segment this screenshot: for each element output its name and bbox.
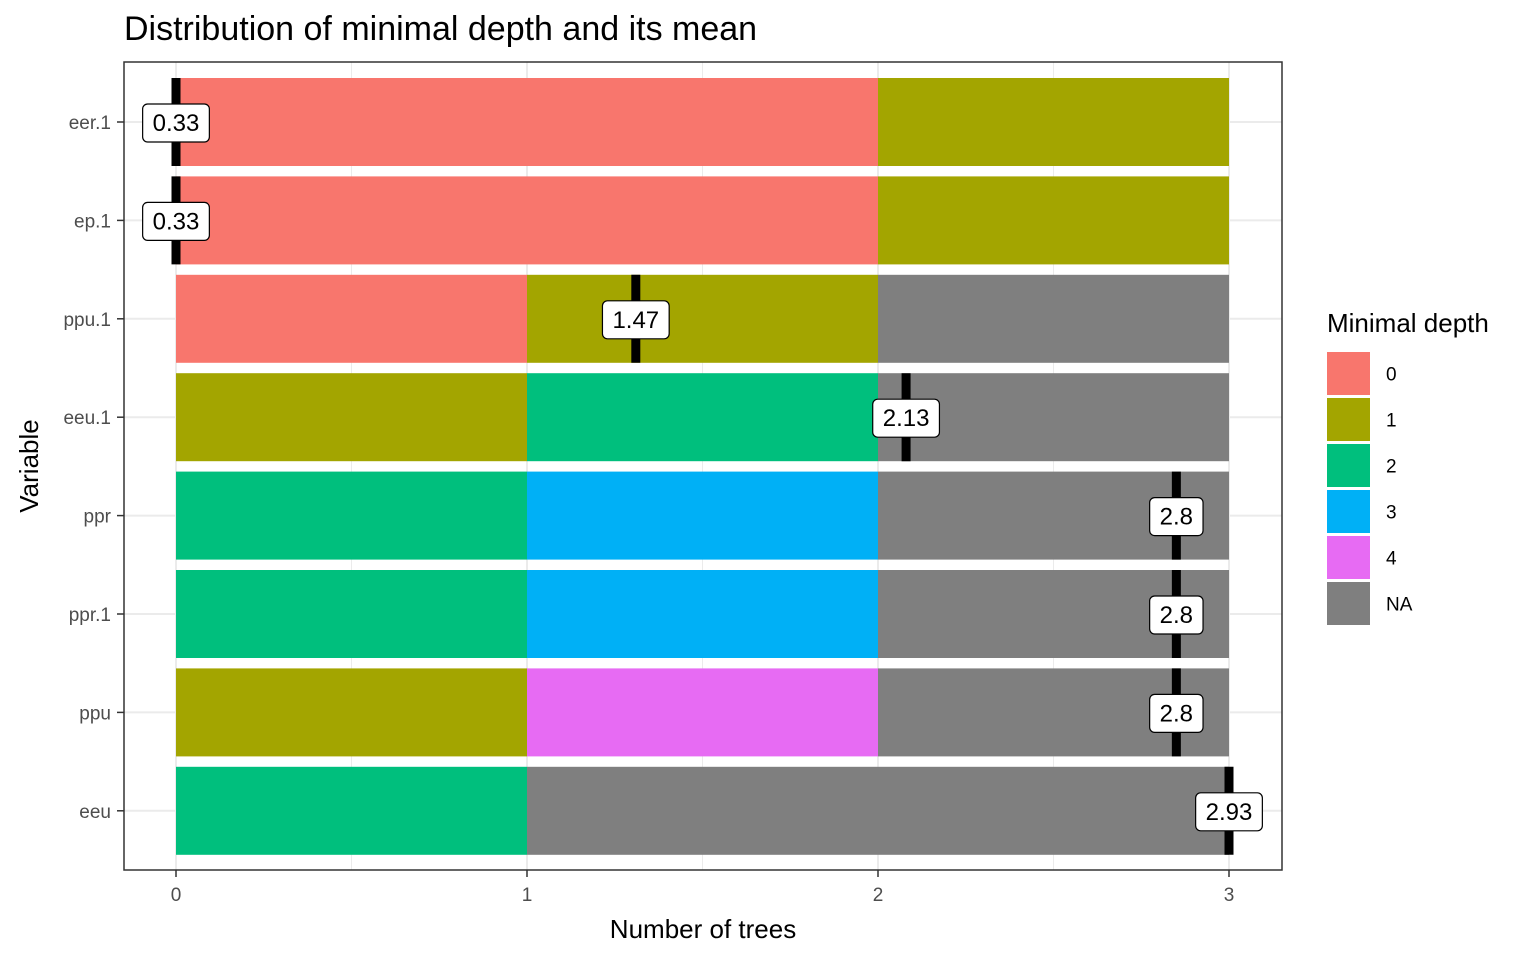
legend-key-1 bbox=[1327, 398, 1370, 441]
mean-label-ppr.1: 2.8 bbox=[1149, 595, 1204, 635]
mean-label-ppu.1: 1.47 bbox=[601, 300, 670, 340]
x-tick-label: 3 bbox=[1224, 885, 1235, 906]
mean-label-text: 2.8 bbox=[1160, 504, 1193, 531]
panel-border bbox=[123, 61, 1283, 871]
bar-ppr-depth-3 bbox=[527, 471, 878, 560]
legend-label-0: 0 bbox=[1386, 365, 1397, 386]
bar-ppu.1-depth-1 bbox=[527, 274, 878, 363]
bar-eer.1-depth-1 bbox=[878, 78, 1229, 166]
mean-label-text: 1.47 bbox=[612, 307, 659, 334]
mean-label-box bbox=[872, 398, 941, 438]
plot-panel: 0.33 0.33 1.47 2.13 2.8 2.8 2.8 2.93 bbox=[123, 61, 1283, 871]
legend: Minimal depth 0 1 2 3 4 NA bbox=[1327, 308, 1489, 625]
bar-ep.1-depth-1 bbox=[878, 176, 1229, 265]
x-tick-label: 2 bbox=[873, 885, 884, 906]
bar-eeu.1-depth-1 bbox=[176, 373, 527, 462]
mean-label-ppu: 2.8 bbox=[1149, 693, 1204, 734]
bar-ep.1-depth-0 bbox=[176, 176, 878, 265]
mean-label-text: 2.8 bbox=[1160, 700, 1193, 727]
bar-ppu.1-depth-0 bbox=[176, 274, 527, 363]
mean-label-text: 0.33 bbox=[153, 208, 200, 235]
y-tick-label: ppu.1 bbox=[63, 310, 111, 331]
y-tick-label: eeu bbox=[79, 802, 111, 823]
bar-ppr-depth-2 bbox=[176, 471, 527, 560]
legend-label-NA: NA bbox=[1386, 595, 1413, 616]
mean-label-text: 0.33 bbox=[153, 110, 200, 137]
mean-label-box bbox=[1149, 497, 1204, 537]
bar-ppu-depth-4 bbox=[527, 668, 878, 757]
legend-key-0 bbox=[1327, 352, 1370, 395]
legend-label-3: 3 bbox=[1386, 503, 1397, 524]
legend-label-4: 4 bbox=[1386, 549, 1397, 570]
chart-title: Distribution of minimal depth and its me… bbox=[124, 10, 757, 48]
bar-ppu.1-depth-NA bbox=[878, 274, 1229, 363]
y-tick-label: ppr.1 bbox=[69, 605, 111, 626]
legend-key-NA bbox=[1327, 582, 1370, 625]
legend-key-3 bbox=[1327, 490, 1370, 533]
mean-label-box bbox=[1195, 792, 1263, 832]
y-axis-title: Variable bbox=[14, 419, 44, 512]
bar-eeu.1-depth-2 bbox=[527, 373, 878, 462]
x-tick-label: 1 bbox=[522, 885, 533, 906]
mean-label-box bbox=[601, 300, 670, 340]
mean-label-box bbox=[142, 103, 210, 143]
bar-ppr.1-depth-3 bbox=[527, 570, 878, 658]
legend-title: Minimal depth bbox=[1327, 308, 1489, 338]
y-tick-label: eeu.1 bbox=[63, 408, 111, 429]
x-axis-title: Number of trees bbox=[610, 914, 796, 944]
mean-label-ppr: 2.8 bbox=[1149, 497, 1204, 537]
legend-label-1: 1 bbox=[1386, 411, 1397, 432]
y-tick-label: eer.1 bbox=[69, 113, 111, 134]
bar-eeu-depth-NA bbox=[527, 766, 1229, 855]
mean-label-eer.1: 0.33 bbox=[142, 103, 210, 143]
bar-ppu-depth-1 bbox=[176, 668, 527, 757]
mean-label-eeu: 2.93 bbox=[1195, 792, 1263, 832]
mean-label-box bbox=[1149, 595, 1204, 635]
mean-label-box bbox=[1149, 693, 1204, 734]
mean-label-text: 2.8 bbox=[1160, 602, 1193, 629]
y-tick-label: ep.1 bbox=[74, 211, 111, 232]
x-tick-label: 0 bbox=[171, 885, 182, 906]
bar-eer.1-depth-0 bbox=[176, 78, 878, 166]
mean-label-box bbox=[142, 201, 210, 241]
y-tick-label: ppu bbox=[79, 703, 111, 724]
bar-eeu-depth-2 bbox=[176, 766, 527, 855]
legend-key-4 bbox=[1327, 536, 1370, 579]
mean-label-eeu.1: 2.13 bbox=[872, 398, 941, 438]
mean-label-text: 2.13 bbox=[883, 405, 930, 432]
mean-label-ep.1: 0.33 bbox=[142, 201, 210, 241]
legend-label-2: 2 bbox=[1386, 457, 1397, 478]
y-tick-label: ppr bbox=[84, 507, 112, 528]
bar-ppr.1-depth-2 bbox=[176, 570, 527, 658]
legend-key-2 bbox=[1327, 444, 1370, 487]
mean-label-text: 2.93 bbox=[1206, 799, 1253, 826]
